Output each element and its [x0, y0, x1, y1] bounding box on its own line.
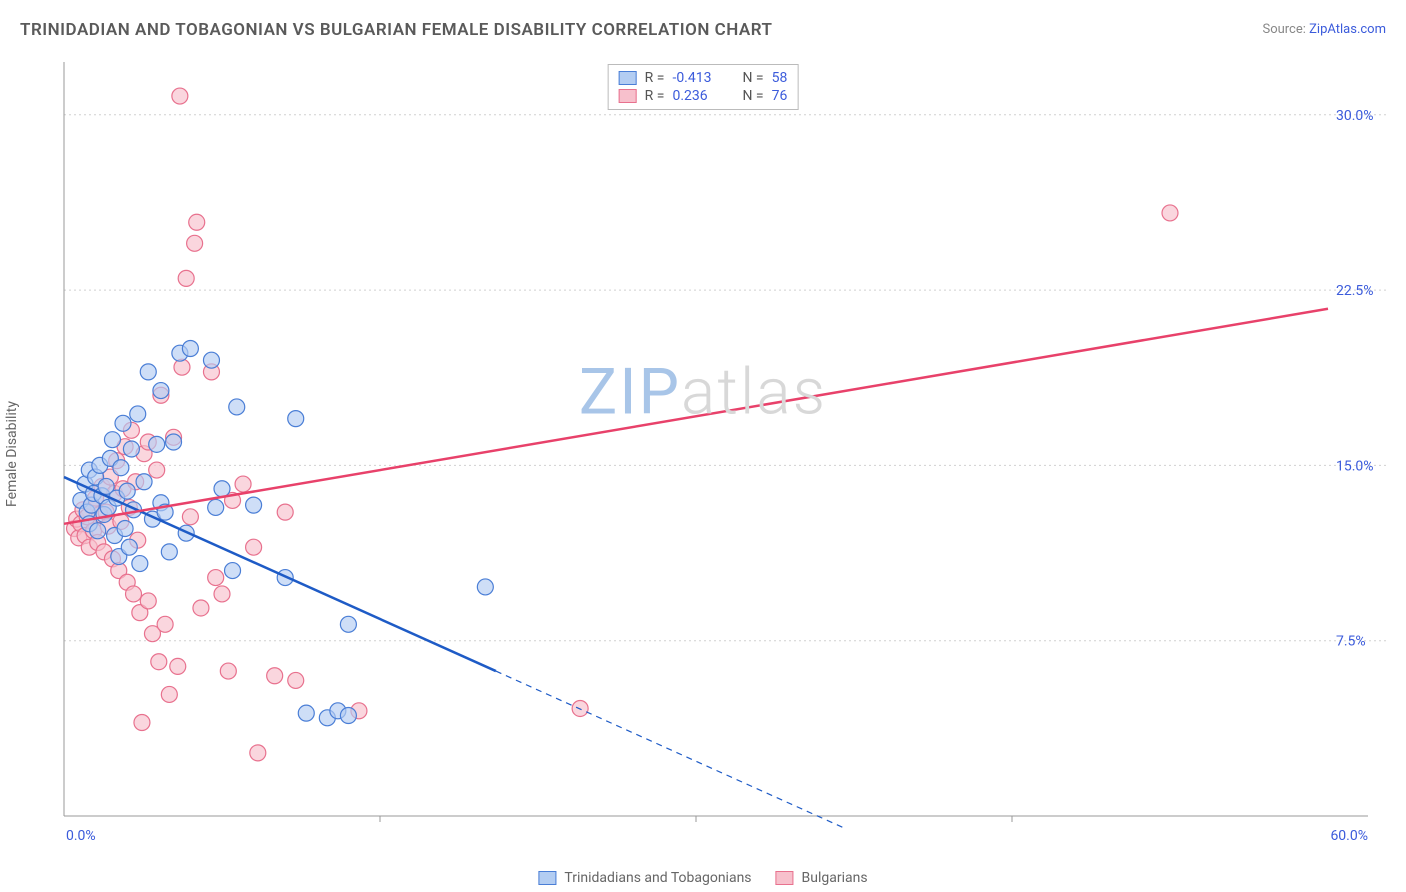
y-tick-label: 7.5%	[1336, 634, 1366, 650]
scatter-point	[477, 579, 493, 595]
correlation-legend: R = -0.413 N = 58 R = 0.236 N = 76	[608, 64, 799, 110]
scatter-point	[203, 352, 219, 368]
n-value: 58	[772, 70, 788, 86]
scatter-point	[182, 509, 198, 525]
legend-row: R = -0.413 N = 58	[619, 69, 788, 87]
n-label: N =	[742, 88, 763, 104]
scatter-point	[153, 383, 169, 399]
scatter-point	[170, 658, 186, 674]
scatter-point	[117, 520, 133, 536]
chart-svg: 7.5% 15.0% 22.5% 30.0% 0.0% 60.0%	[46, 58, 1386, 860]
scatter-point	[104, 432, 120, 448]
scatter-point	[288, 672, 304, 688]
scatter-point	[161, 686, 177, 702]
scatter-point	[246, 497, 262, 513]
scatter-point	[340, 707, 356, 723]
scatter-point	[214, 481, 230, 497]
scatter-point	[166, 434, 182, 450]
scatter-point	[174, 359, 190, 375]
series-legend: Trinidadians and Tobagonians Bulgarians	[538, 870, 867, 886]
scatter-point	[277, 504, 293, 520]
scatter-point	[132, 556, 148, 572]
scatter-point	[149, 462, 165, 478]
scatter-point	[193, 600, 209, 616]
scatter-point	[130, 406, 146, 422]
source-credit: Source: ZipAtlas.com	[1262, 22, 1386, 37]
scatter-point	[298, 705, 314, 721]
scatter-chart: 7.5% 15.0% 22.5% 30.0% 0.0% 60.0%	[46, 58, 1386, 860]
scatter-point	[172, 88, 188, 104]
chart-title: TRINIDADIAN AND TOBAGONIAN VS BULGARIAN …	[20, 20, 772, 40]
legend-swatch	[776, 871, 794, 885]
scatter-point	[225, 563, 241, 579]
scatter-point	[121, 539, 137, 555]
legend-swatch	[538, 871, 556, 885]
scatter-point	[208, 499, 224, 515]
source-link[interactable]: ZipAtlas.com	[1309, 22, 1386, 37]
scatter-point	[151, 654, 167, 670]
legend-swatch	[619, 89, 637, 103]
scatter-point	[189, 214, 205, 230]
scatter-point	[235, 476, 251, 492]
scatter-point	[136, 474, 152, 490]
scatter-point	[140, 593, 156, 609]
scatter-point	[161, 544, 177, 560]
scatter-point	[187, 235, 203, 251]
scatter-point	[340, 616, 356, 632]
scatter-point	[157, 616, 173, 632]
scatter-point	[214, 586, 230, 602]
n-value: 76	[772, 88, 788, 104]
scatter-point	[134, 715, 150, 731]
r-value: -0.413	[672, 70, 722, 86]
scatter-point	[250, 745, 266, 761]
legend-row: R = 0.236 N = 76	[619, 87, 788, 105]
legend-swatch	[619, 71, 637, 85]
y-tick-label: 15.0%	[1336, 458, 1374, 474]
scatter-point	[182, 341, 198, 357]
source-label: Source:	[1262, 22, 1309, 37]
scatter-point	[229, 399, 245, 415]
y-axis-label: Female Disability	[4, 401, 20, 507]
scatter-point	[126, 586, 142, 602]
scatter-point	[246, 539, 262, 555]
scatter-point	[113, 460, 129, 476]
scatter-point	[119, 483, 135, 499]
trend-line-dashed	[496, 671, 844, 828]
scatter-point	[115, 415, 131, 431]
scatter-point	[178, 270, 194, 286]
r-value: 0.236	[672, 88, 722, 104]
trend-line	[64, 309, 1328, 524]
x-tick-label: 0.0%	[66, 828, 96, 844]
scatter-point	[267, 668, 283, 684]
scatter-point	[140, 364, 156, 380]
scatter-point	[1162, 205, 1178, 221]
legend-label: Trinidadians and Tobagonians	[564, 870, 751, 886]
legend-item: Bulgarians	[776, 870, 868, 886]
scatter-point	[288, 411, 304, 427]
scatter-point	[208, 570, 224, 586]
y-tick-label: 30.0%	[1336, 108, 1374, 124]
scatter-point	[220, 663, 236, 679]
legend-label: Bulgarians	[802, 870, 868, 886]
r-label: R =	[645, 88, 665, 104]
scatter-point	[123, 441, 139, 457]
scatter-point	[90, 523, 106, 539]
n-label: N =	[742, 70, 763, 86]
legend-item: Trinidadians and Tobagonians	[538, 870, 751, 886]
scatter-point	[149, 436, 165, 452]
y-tick-label: 22.5%	[1336, 283, 1374, 299]
r-label: R =	[645, 70, 665, 86]
x-tick-label: 60.0%	[1330, 828, 1368, 844]
